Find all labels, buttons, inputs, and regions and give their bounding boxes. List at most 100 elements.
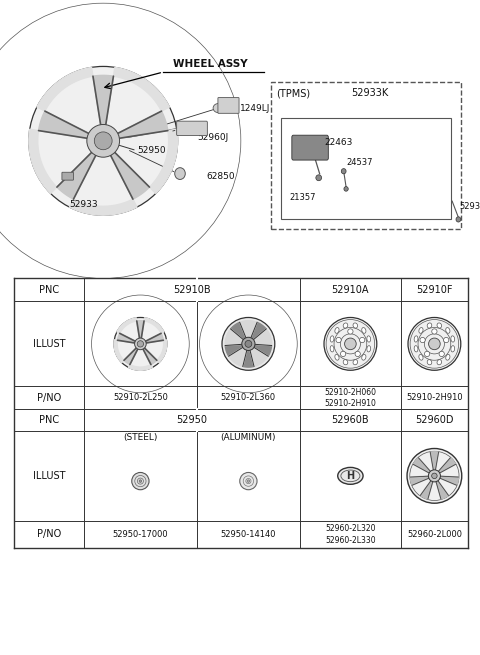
Ellipse shape [353,323,358,328]
Ellipse shape [353,360,358,365]
Ellipse shape [137,341,144,347]
Ellipse shape [362,354,366,360]
Text: 22463: 22463 [324,138,353,147]
Text: 52910-2L360: 52910-2L360 [221,394,276,402]
Polygon shape [252,344,272,356]
Ellipse shape [420,337,425,343]
FancyBboxPatch shape [62,172,73,180]
Polygon shape [142,346,157,365]
Ellipse shape [427,360,432,365]
Text: 52910-2H060
52910-2H910: 52910-2H060 52910-2H910 [324,388,376,408]
Ellipse shape [336,337,341,343]
Polygon shape [29,129,57,193]
Ellipse shape [245,341,252,347]
Ellipse shape [335,328,339,333]
Text: 52960-2L320
52960-2L330: 52960-2L320 52960-2L330 [325,525,376,544]
Ellipse shape [175,168,185,179]
Polygon shape [438,458,456,474]
Ellipse shape [437,360,442,365]
Polygon shape [124,346,139,365]
Ellipse shape [360,337,365,343]
FancyBboxPatch shape [271,82,461,229]
Ellipse shape [344,187,348,191]
Polygon shape [430,452,439,470]
Polygon shape [38,111,93,139]
Ellipse shape [345,338,356,350]
FancyBboxPatch shape [292,135,328,160]
Ellipse shape [446,354,450,360]
Polygon shape [228,346,247,366]
Ellipse shape [437,323,442,328]
Text: 52950: 52950 [137,146,166,155]
Polygon shape [108,149,149,199]
Ellipse shape [446,328,450,333]
Text: 52960D: 52960D [415,415,454,425]
Ellipse shape [114,318,167,370]
Polygon shape [157,340,167,363]
Polygon shape [410,476,429,485]
Text: 52960-2L000: 52960-2L000 [407,530,462,539]
Polygon shape [114,340,124,363]
Ellipse shape [341,168,346,174]
Text: 52910-2L250: 52910-2L250 [113,394,168,402]
Text: (STEEL): (STEEL) [123,433,157,442]
Text: PNC: PNC [39,285,59,295]
Ellipse shape [407,449,462,503]
Ellipse shape [432,473,437,479]
Ellipse shape [213,103,224,113]
Text: 52934: 52934 [460,202,480,211]
Polygon shape [413,458,431,474]
Ellipse shape [444,337,449,343]
Ellipse shape [429,338,440,350]
Polygon shape [37,67,93,111]
Text: P/NO: P/NO [37,393,61,403]
Ellipse shape [242,337,255,350]
Ellipse shape [348,329,353,334]
Text: ILLUST: ILLUST [33,339,65,349]
Ellipse shape [338,468,363,484]
Text: 52910-2H910: 52910-2H910 [406,394,463,402]
Text: (TPMS): (TPMS) [276,88,310,98]
Ellipse shape [335,354,339,360]
Polygon shape [117,318,137,333]
Ellipse shape [316,175,322,181]
Ellipse shape [222,318,275,370]
Polygon shape [137,321,144,340]
Polygon shape [113,111,168,139]
Ellipse shape [29,66,178,215]
Polygon shape [230,322,247,341]
Ellipse shape [340,351,346,356]
Ellipse shape [414,336,418,342]
Polygon shape [93,75,113,130]
Text: P/NO: P/NO [37,529,61,540]
Ellipse shape [343,360,348,365]
Text: 52950-17000: 52950-17000 [113,530,168,539]
FancyBboxPatch shape [218,98,239,113]
Text: 52910A: 52910A [332,285,369,295]
Ellipse shape [424,351,430,356]
Text: 52950: 52950 [177,415,207,425]
Ellipse shape [432,329,437,334]
Text: 52960B: 52960B [332,415,369,425]
Ellipse shape [367,346,371,352]
Ellipse shape [94,132,112,150]
Polygon shape [57,149,98,199]
Polygon shape [144,318,164,333]
Ellipse shape [419,328,423,333]
Text: 52933: 52933 [70,200,98,209]
Ellipse shape [330,336,334,342]
Ellipse shape [451,336,455,342]
FancyBboxPatch shape [281,118,451,219]
Ellipse shape [408,318,461,370]
Ellipse shape [134,338,146,350]
Text: ILLUST: ILLUST [33,471,65,481]
Text: 52960J: 52960J [197,133,228,142]
Text: 52950-14140: 52950-14140 [221,530,276,539]
Text: 1249LJ: 1249LJ [240,103,270,113]
Ellipse shape [355,351,360,356]
Ellipse shape [330,346,334,352]
Ellipse shape [87,124,120,157]
Ellipse shape [362,328,366,333]
Polygon shape [149,129,178,193]
Polygon shape [129,365,152,370]
